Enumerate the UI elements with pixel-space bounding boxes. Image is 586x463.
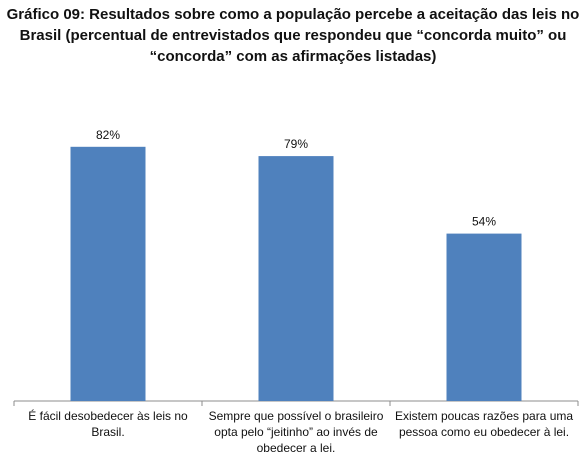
category-label-0: É fácil desobedecer às leis no Brasil. — [28, 409, 188, 439]
bar-0 — [70, 146, 146, 401]
category-label-2: Existem poucas razões para uma pessoa co… — [394, 409, 574, 439]
bar-2 — [446, 233, 522, 401]
data-label-0: 82% — [96, 128, 120, 142]
data-label-1: 79% — [284, 137, 308, 151]
data-label-2: 54% — [472, 215, 496, 229]
chart-title: Gráfico 09: Resultados sobre como a popu… — [6, 6, 580, 65]
category-label-1: Sempre que possível o brasileiro opta pe… — [208, 409, 384, 455]
bar-series: 82% 79% 54% — [70, 128, 522, 401]
bar-1 — [258, 156, 334, 401]
